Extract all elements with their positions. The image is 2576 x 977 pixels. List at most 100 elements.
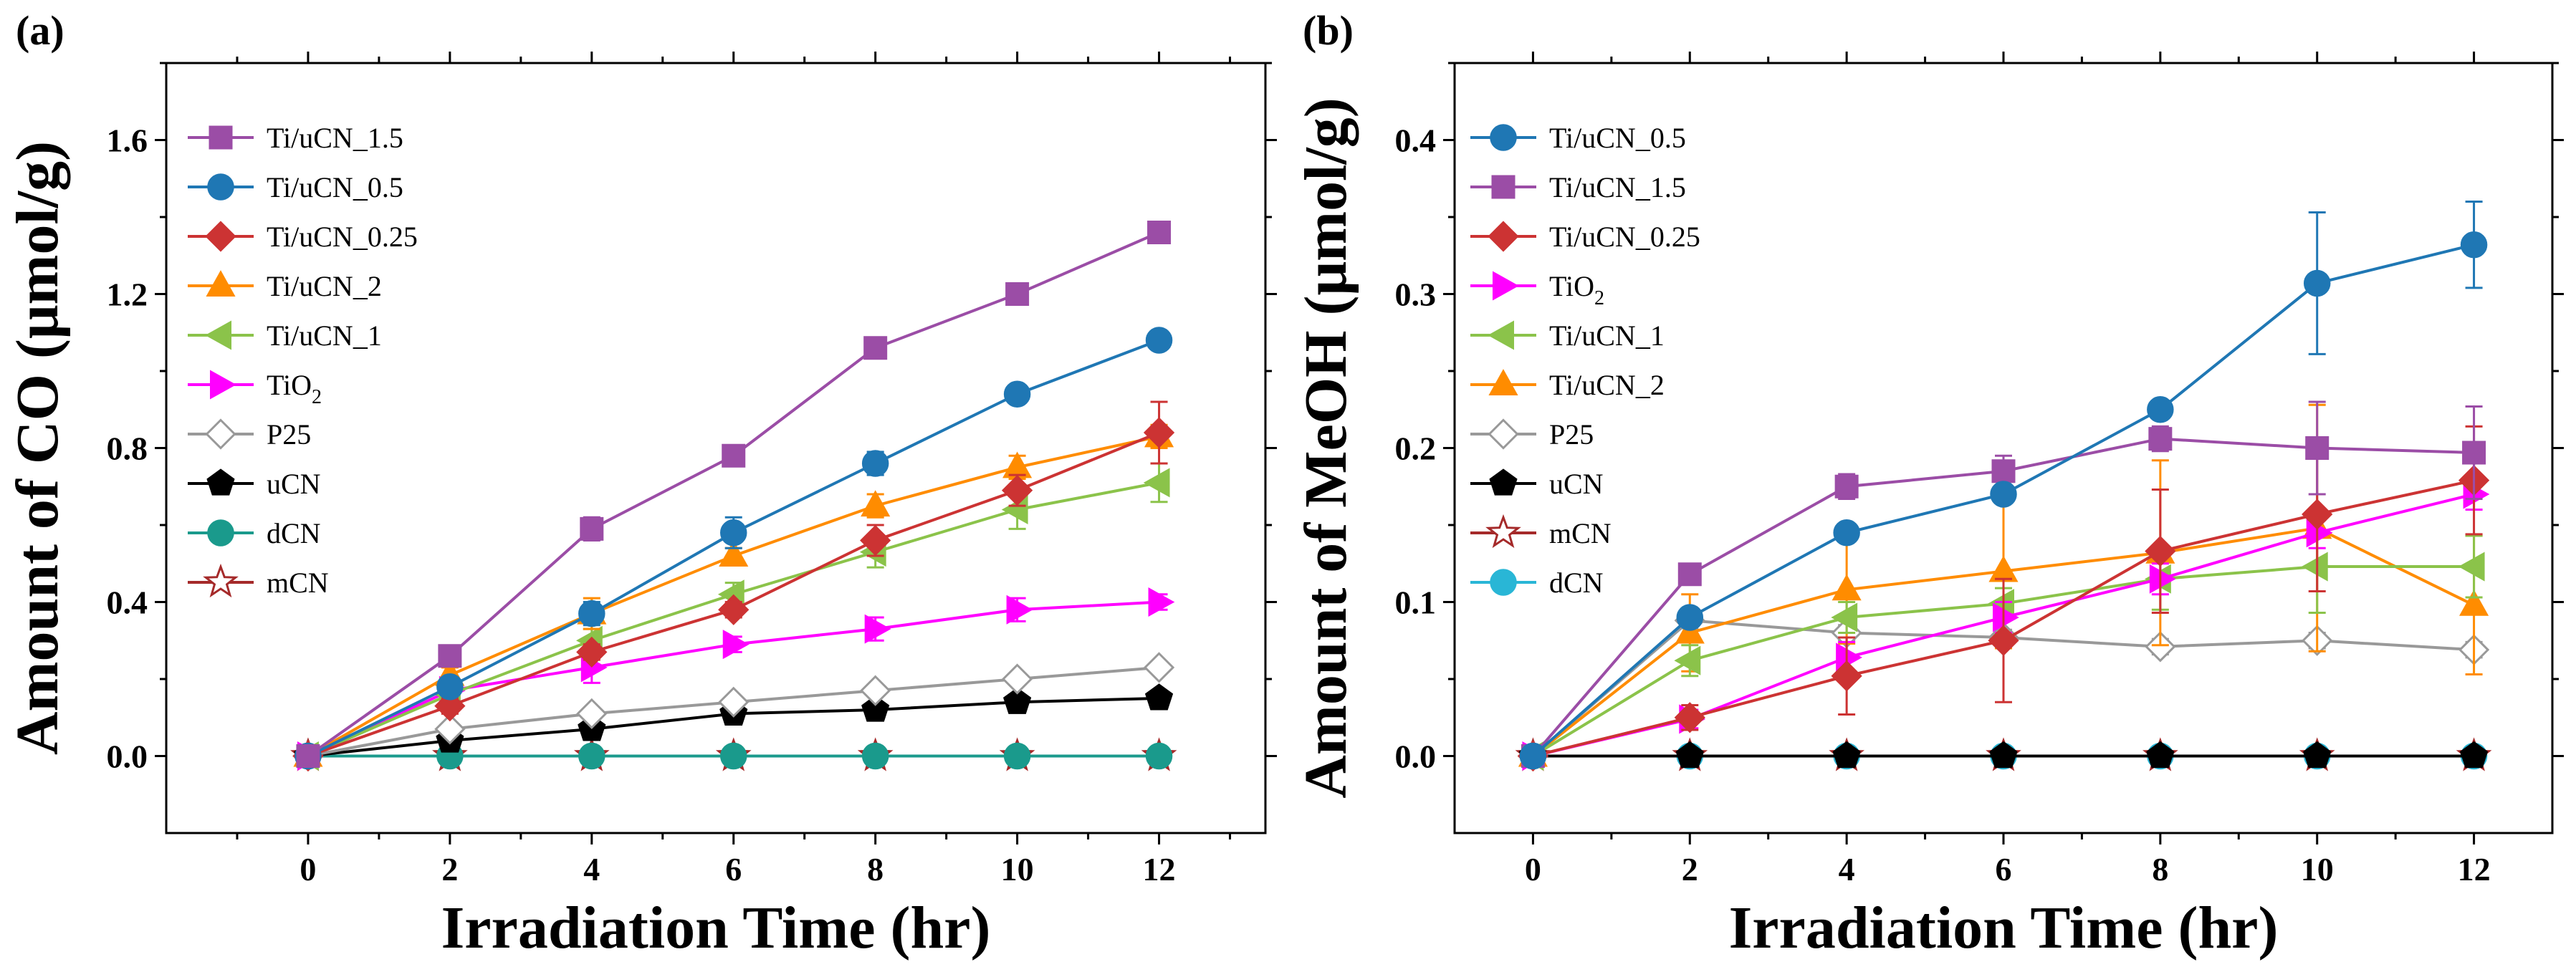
data-point <box>719 519 747 547</box>
data-point <box>438 644 462 668</box>
panel-b-chart: 0 2 4 6 8 10 12 0.0 0.1 0.2 0.3 0.4 Irradiation Time… <box>1293 7 2564 961</box>
x-tick-label: 2 <box>441 851 458 887</box>
data-point <box>2148 427 2173 451</box>
legend-marker <box>1490 569 1517 596</box>
legend-label: TiO2 <box>1549 270 1604 309</box>
data-point <box>1989 741 2018 769</box>
x-tick-label: 8 <box>867 851 884 887</box>
legend-label: P25 <box>267 418 311 451</box>
legend-label: Ti/uCN_1 <box>1549 319 1665 352</box>
legend-entry: TiO2 <box>1470 270 1604 309</box>
legend-marker <box>207 173 234 201</box>
x-tick-label: 4 <box>583 851 600 887</box>
series-ucn <box>1518 741 2489 769</box>
data-point <box>576 698 608 730</box>
legend-label: Ti/uCN_0.25 <box>267 221 418 253</box>
data-point <box>1675 741 1704 769</box>
y-tick-label: 0.2 <box>1395 430 1437 467</box>
x-axis-title: Irradiation Time (hr) <box>441 895 991 961</box>
y-tick-label: 0.0 <box>107 738 148 775</box>
legend: Ti/uCN_1.5 Ti/uCN_0.5 Ti/uCN_0.25 Ti/uCN_2 T… <box>188 122 418 599</box>
legend-entry: Ti/uCN_1.5 <box>1470 171 1686 203</box>
legend-marker <box>205 221 236 252</box>
data-point <box>1003 742 1031 770</box>
data-point <box>1833 519 1860 547</box>
x-tick-label: 12 <box>2458 851 2491 887</box>
series-ti-ucn-0-5 <box>1519 201 2488 770</box>
data-point <box>2145 535 2176 567</box>
data-point <box>434 690 466 722</box>
x-tick-label: 6 <box>725 851 742 887</box>
series-p25 <box>292 652 1175 772</box>
x-tick-label: 2 <box>1682 851 1698 887</box>
data-point <box>1148 587 1175 617</box>
data-point <box>2459 589 2489 616</box>
data-point <box>1003 687 1032 714</box>
data-point <box>864 614 891 644</box>
series-ti-ucn-1-5 <box>296 221 1172 768</box>
legend-entry: dCN <box>188 517 321 549</box>
legend-label: Ti/uCN_1 <box>267 319 382 352</box>
y-tick-label: 1.6 <box>107 122 148 159</box>
legend-marker <box>1488 418 1519 450</box>
legend-entry: mCN <box>1470 514 1612 549</box>
legend-label: TiO2 <box>267 369 322 408</box>
data-point <box>2147 396 2174 423</box>
legend-marker <box>1489 468 1518 496</box>
data-point <box>1991 459 2016 483</box>
legend-label-subscript: 2 <box>1594 287 1604 309</box>
data-point <box>1990 481 2017 508</box>
data-point <box>2458 552 2485 582</box>
data-point <box>2149 564 2176 594</box>
legend-entry: Ti/uCN_1 <box>188 319 382 352</box>
data-point <box>1001 663 1033 695</box>
y-tick-label: 0.0 <box>1395 738 1437 775</box>
data-point <box>2146 741 2175 769</box>
legend-entry: P25 <box>188 418 311 451</box>
legend-marker <box>1488 221 1519 252</box>
data-point <box>2459 741 2489 769</box>
data-point <box>1145 742 1173 770</box>
data-point <box>580 516 604 541</box>
data-point <box>1143 652 1175 683</box>
panel-a-chart: 0 2 4 6 8 10 12 0.0 0.4 0.8 1.2 1.6 Irradiation Time… <box>4 7 1277 961</box>
legend-label: Ti/uCN_0.5 <box>267 171 403 203</box>
legend-marker <box>1485 514 1521 549</box>
series-tio2 <box>1522 478 2490 771</box>
x-tick-label: 10 <box>2301 851 2334 887</box>
x-tick-label: 0 <box>1525 851 1541 887</box>
y-tick-label: 0.3 <box>1395 276 1437 313</box>
legend-marker <box>203 563 239 598</box>
data-point <box>718 686 750 718</box>
legend-entry: Ti/uCN_1 <box>1470 319 1665 352</box>
data-point <box>2303 741 2332 769</box>
data-point <box>1143 417 1175 448</box>
legend-marker <box>205 418 236 450</box>
data-point <box>1832 741 1861 769</box>
data-point <box>2145 631 2176 663</box>
data-point <box>434 713 466 745</box>
y-axis-title: Amount of MeOH (μmol/g) <box>1293 97 1359 798</box>
data-point <box>578 742 605 770</box>
panel-label-b: (b) <box>1303 7 1354 54</box>
legend-label: dCN <box>1549 567 1604 599</box>
data-point <box>1674 645 1701 675</box>
series-dcn <box>295 742 1173 770</box>
data-point <box>1143 468 1170 498</box>
series-ti-ucn-0-25 <box>292 400 1175 772</box>
legend: Ti/uCN_0.5 Ti/uCN_1.5 Ti/uCN_0.25 TiO2 Ti/uC… <box>1470 122 1700 599</box>
data-point <box>860 675 891 706</box>
legend-label: mCN <box>1549 517 1612 549</box>
y-tick-label: 0.4 <box>1395 122 1437 159</box>
y-axis-title: Amount of CO (μmol/g) <box>4 141 71 755</box>
data-point <box>2303 269 2331 297</box>
data-point <box>1832 574 1862 601</box>
data-point <box>1993 602 2019 632</box>
data-point <box>436 673 464 701</box>
data-point <box>576 636 608 668</box>
legend-marker <box>1490 124 1517 151</box>
data-point <box>1005 282 1030 306</box>
legend-marker <box>206 468 235 496</box>
legend-label: dCN <box>267 517 321 549</box>
